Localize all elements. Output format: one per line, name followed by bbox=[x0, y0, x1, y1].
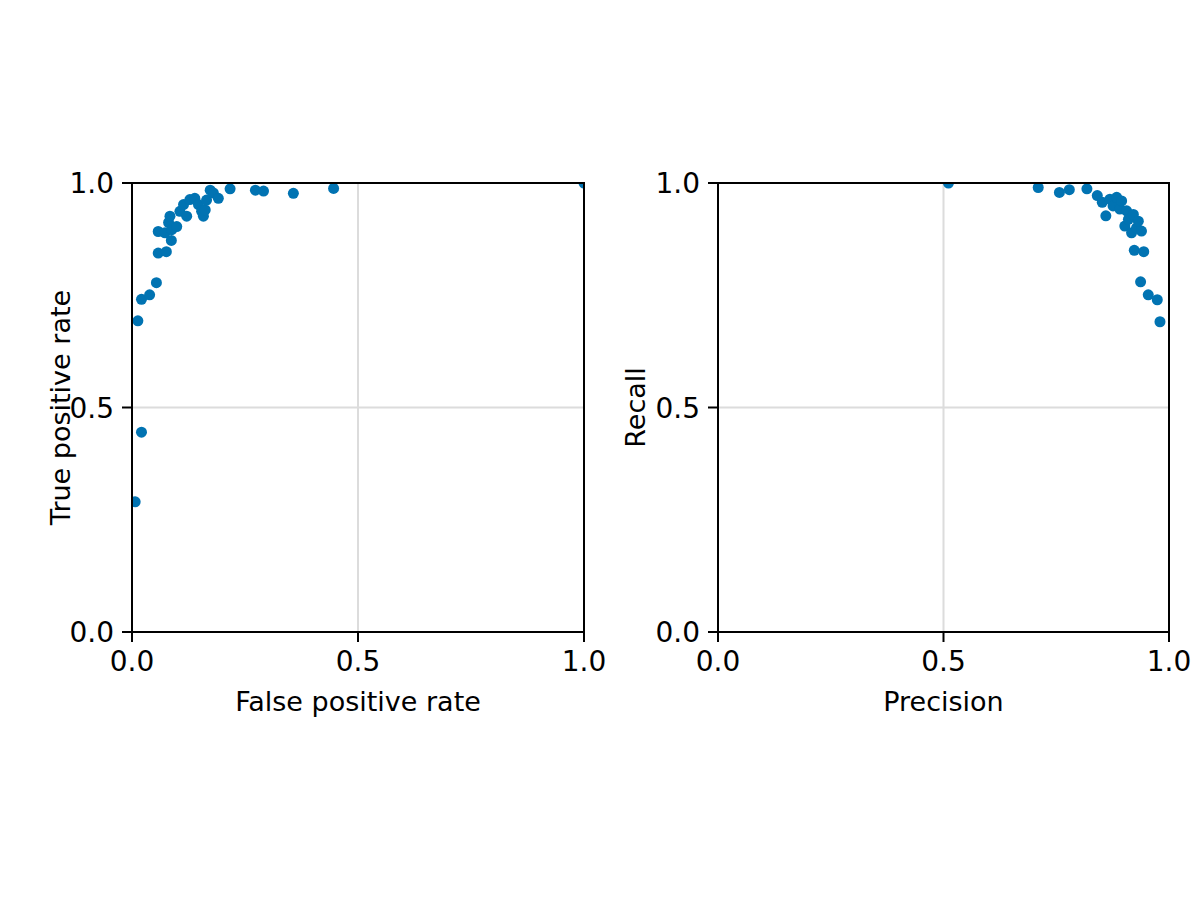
subplot-precision-recall: 0.0 0.5 1.0 0.0 0.5 1.0 Precision Recall bbox=[620, 167, 1191, 717]
y-tick-label: 1.0 bbox=[69, 167, 114, 200]
scatter-point bbox=[213, 193, 224, 204]
y-tick-label: 1.0 bbox=[655, 167, 700, 200]
x-axis-label: False positive rate bbox=[235, 686, 481, 717]
subplot-roc: 0.0 0.5 1.0 0.0 0.5 1.0 False positive rate Tru… bbox=[45, 167, 606, 717]
scatter-point bbox=[181, 211, 192, 222]
scatter-point bbox=[1064, 184, 1075, 195]
scatter-point bbox=[1135, 276, 1146, 287]
scatter-point bbox=[1154, 316, 1165, 327]
scatter-point bbox=[1133, 216, 1144, 227]
scatter-point bbox=[171, 221, 182, 232]
scatter-point bbox=[161, 246, 172, 257]
scatter-point bbox=[1129, 245, 1140, 256]
scatter-point bbox=[136, 427, 147, 438]
y-tick-label: 0.5 bbox=[69, 392, 114, 425]
y-tick-label: 0.0 bbox=[69, 616, 114, 649]
x-tick-label: 0.0 bbox=[696, 645, 741, 678]
scatter-point bbox=[1100, 210, 1111, 221]
scatter-series bbox=[943, 178, 1166, 328]
y-tick-label: 0.5 bbox=[655, 392, 700, 425]
scatter-point bbox=[164, 211, 175, 222]
y-axis-label: True positive rate bbox=[45, 290, 76, 526]
scatter-point bbox=[144, 289, 155, 300]
x-tick-label: 0.5 bbox=[336, 645, 381, 678]
x-tick-label: 1.0 bbox=[1147, 645, 1192, 678]
scatter-point bbox=[200, 204, 211, 215]
scatter-point bbox=[1081, 183, 1092, 194]
scatter-point bbox=[151, 277, 162, 288]
y-axis-label: Recall bbox=[620, 367, 651, 448]
x-tick-label: 0.0 bbox=[110, 645, 155, 678]
scatter-point bbox=[1138, 246, 1149, 257]
scatter-point bbox=[1136, 226, 1147, 237]
scatter-point bbox=[225, 183, 236, 194]
scatter-point bbox=[328, 183, 339, 194]
figure-svg: 0.0 0.5 1.0 0.0 0.5 1.0 False positive rate Tru… bbox=[0, 0, 1200, 900]
scatter-point bbox=[288, 188, 299, 199]
scatter-point bbox=[258, 186, 269, 197]
scatter-series bbox=[130, 178, 590, 508]
figure-canvas: 0.0 0.5 1.0 0.0 0.5 1.0 False positive rate Tru… bbox=[0, 0, 1200, 900]
x-tick-label: 0.5 bbox=[921, 645, 966, 678]
x-axis-label: Precision bbox=[883, 686, 1003, 717]
scatter-point bbox=[1054, 187, 1065, 198]
scatter-point bbox=[1152, 294, 1163, 305]
scatter-point bbox=[1116, 195, 1127, 206]
y-tick-label: 0.0 bbox=[655, 616, 700, 649]
x-tick-label: 1.0 bbox=[562, 645, 607, 678]
scatter-point bbox=[132, 315, 143, 326]
